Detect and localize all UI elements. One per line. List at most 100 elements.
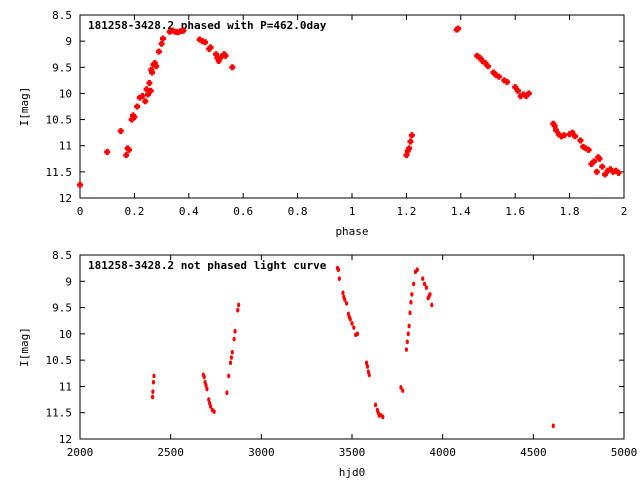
phased-y-tick-label: 10.5 [46,114,73,127]
unphased-data-point [367,372,371,378]
phased-data-point [479,58,486,65]
phased-y-tick-label: 10 [59,87,72,100]
phased-data-point [482,60,489,67]
phased-data-point [501,77,508,84]
unphased-data-point [404,347,408,352]
unphased-data-point [355,331,360,337]
phased-data-point [229,64,236,71]
phased-data-point [493,72,500,79]
phased-data-point [523,93,530,100]
unphased-data-point [150,394,155,400]
phased-x-tick-label: 0.8 [288,205,308,218]
phased-data-point [215,58,222,65]
phased-data-point [158,40,165,47]
unphased-data-point [344,301,349,306]
phased-data-point [593,168,600,175]
unphased-data-point [412,281,416,287]
unphased-plot-ylabel: I[mag] [18,327,31,367]
unphased-data-point [151,389,155,394]
unphased-data-point [233,328,237,334]
unphased-plot-title: 181258-3428.2 not phased light curve [88,259,327,272]
unphased-data-point [399,385,403,390]
unphased-data-point [405,339,409,345]
phased-y-tick-label: 9 [65,35,72,48]
phased-data-point [139,93,146,100]
unphased-y-tick-label: 8.5 [52,249,72,262]
unphased-data-point [430,302,434,308]
phased-data-point [117,128,124,135]
phased-data-point [580,143,587,150]
phased-data-point [207,44,214,51]
phased-data-point [566,131,573,138]
unphased-data-point [409,300,413,305]
phased-data-point [403,152,410,159]
phased-data-point [615,169,622,176]
unphased-data-point [207,397,211,402]
unphased-data-point [410,292,414,297]
phased-x-tick-label: 1.4 [451,205,471,218]
unphased-data-point [408,310,412,316]
phased-x-tick-label: 1.8 [560,205,580,218]
phased-plot-xlabel: phase [335,225,368,238]
unphased-plot-xlabel: hjd0 [339,466,366,479]
unphased-data-point [341,290,345,296]
phased-data-point [134,103,141,110]
phased-data-point [146,79,153,86]
phased-data-point [153,63,160,70]
phased-data-point [591,158,598,165]
unphased-x-tick-label: 3000 [248,446,275,459]
unphased-data-point [230,349,234,355]
unphased-data-point [381,414,385,420]
unphased-x-tick-label: 3500 [339,446,366,459]
unphased-data-point [202,374,206,380]
phased-data-point [585,146,592,153]
unphased-data-point [343,297,347,302]
phased-y-tick-label: 11 [59,140,72,153]
phased-data-point [213,51,219,58]
unphased-y-tick-label: 11 [59,380,72,393]
phased-x-tick-label: 0.2 [124,205,144,218]
phased-data-point [145,91,151,98]
phased-y-tick-label: 12 [59,192,72,205]
unphased-data-point [421,276,425,281]
unphased-data-point [336,267,340,273]
phased-data-point [128,116,135,123]
phased-data-point [520,91,527,98]
phased-plot-ylabel: I[mag] [18,87,31,127]
phased-x-tick-label: 1.6 [505,205,525,218]
unphased-data-point [364,360,369,366]
phased-data-point [604,167,611,174]
phased-y-tick-label: 9.5 [52,61,72,74]
phased-data-point [151,60,158,67]
phased-plot-title: 181258-3428.2 phased with P=462.0day [88,19,327,32]
unphased-data-point [352,325,356,330]
phased-data-point [406,145,413,152]
phased-data-point [553,127,559,134]
phased-data-point [136,94,143,101]
phased-data-point [474,52,481,59]
phased-data-point [196,36,203,43]
phased-data-point [214,54,221,61]
phased-data-point [218,53,225,60]
unphased-x-tick-label: 2500 [157,446,184,459]
unphased-data-point [205,386,209,392]
phased-data-point [104,148,111,155]
phased-plot: 181258-3428.2 phased with P=462.0day pha… [18,9,627,238]
unphased-data-point [551,423,555,429]
phased-data-point [476,54,483,61]
unphased-data-point [151,379,156,385]
unphased-y-tick-label: 11.5 [46,407,73,420]
unphased-y-tick-label: 9.5 [52,302,72,315]
phased-data-point [495,73,502,80]
phased-x-tick-label: 1 [349,205,356,218]
phased-data-point [551,122,558,129]
unphased-data-point [204,383,208,388]
unphased-plot: 181258-3428.2 not phased light curve hjd… [18,249,637,479]
unphased-data-point [350,321,354,326]
phased-data-point [612,167,619,174]
unphased-data-point [348,316,352,322]
unphased-data-point [227,373,231,379]
phased-data-point [485,63,491,70]
phased-data-point [147,87,154,94]
phased-data-point [455,25,462,32]
